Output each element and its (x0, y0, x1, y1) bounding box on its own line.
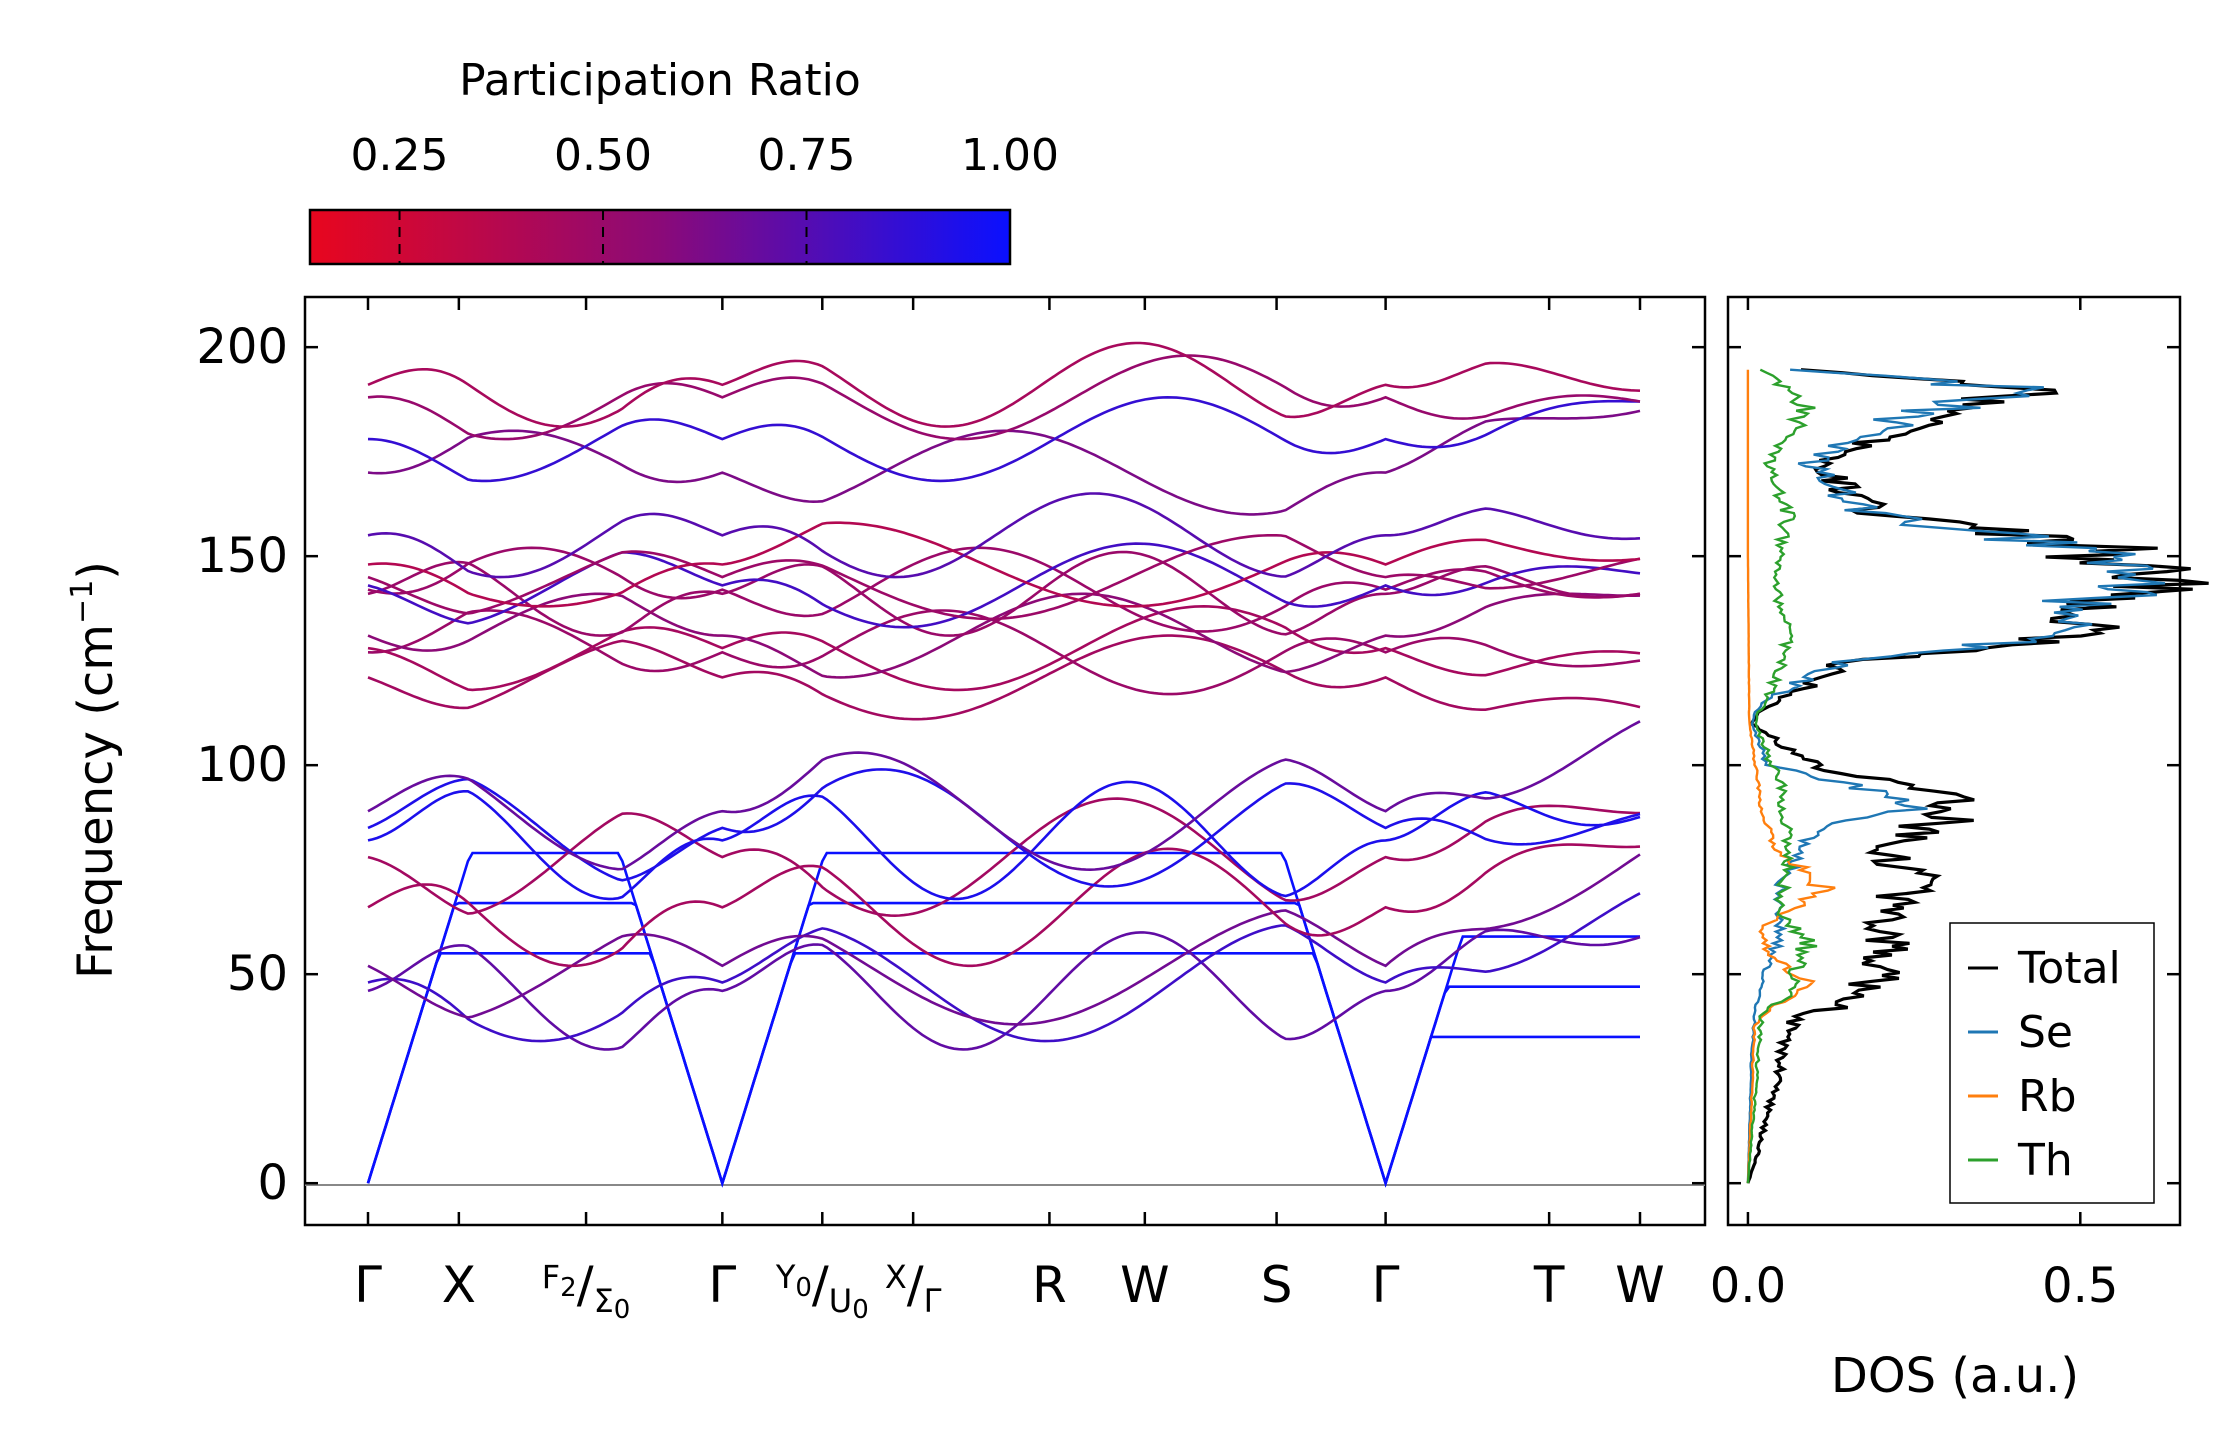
dos-series-se (1746, 368, 2166, 1184)
phonon-band (367, 634, 1641, 721)
k-tick-label: W (1120, 1256, 1169, 1314)
phonon-band (367, 843, 1641, 968)
k-tick-label: X/Γ (885, 1256, 942, 1320)
phonon-band (366, 851, 1640, 1188)
phonon-band (367, 550, 1641, 637)
legend-label: Th (2017, 1135, 2073, 1186)
phonon-band (367, 492, 1641, 579)
dos-series-total (1746, 368, 2209, 1184)
y-tick-label: 150 (196, 528, 288, 584)
x-axis-label-dos: DOS (a.u.) (1831, 1348, 2079, 1404)
phonon-band (367, 609, 1641, 696)
k-tick-label: R (1032, 1256, 1067, 1314)
y-axis-label: Frequency (cm−1) (65, 561, 124, 979)
dos-x-tick-label: 0.0 (1710, 1258, 1786, 1314)
k-tick-label: Y0/U0 (775, 1256, 869, 1325)
y-tick-label: 0 (257, 1155, 288, 1211)
legend-box (1949, 922, 2155, 1204)
dos-axes-frame (1726, 295, 2182, 1227)
y-tick-label: 50 (227, 946, 288, 1002)
colorbar-tick-label: 0.75 (758, 130, 856, 181)
phonon-band (367, 521, 1641, 608)
dos-series-rb (1746, 369, 1836, 1184)
colorbar-tick-label: 0.25 (351, 130, 449, 181)
phonon-band (367, 604, 1641, 692)
k-tick-label: Γ (1372, 1256, 1400, 1314)
y-tick-label: 100 (196, 737, 288, 793)
colorbar-tick-label: 0.50 (554, 130, 652, 181)
dos-panel: 0.0 0.5 DOS (a.u.) Total Se Rb Th (1710, 295, 2209, 1404)
legend: Total Se Rb Th (1949, 922, 2155, 1204)
phonon-band (367, 720, 1641, 872)
y-tick-label: 200 (196, 319, 288, 375)
band-axes-frame (303, 295, 1707, 1227)
phonon-band (367, 592, 1641, 679)
phonon-band (367, 395, 1641, 483)
phonon-band (367, 853, 1641, 1026)
phonon-band (367, 354, 1641, 441)
k-tick-label: T (1533, 1256, 1565, 1314)
phonon-band (367, 892, 1641, 1043)
colorbar-title: Participation Ratio (459, 55, 861, 106)
colorbar-gradient (308, 208, 1012, 266)
k-tick-label: Γ (708, 1256, 736, 1314)
phonon-band (366, 901, 1640, 1188)
dos-series-th (1746, 368, 1818, 1184)
k-tick-label: F2/Σ0 (542, 1256, 631, 1325)
colorbar: Participation Ratio 0.25 0.50 0.75 1.00 (308, 55, 1059, 266)
legend-label: Total (2017, 943, 2121, 994)
legend-label: Rb (2018, 1071, 2077, 1122)
phonon-band (367, 533, 1641, 621)
dos-x-tick-label: 0.5 (2042, 1258, 2118, 1314)
phonon-band (367, 768, 1641, 888)
phonon-band (367, 341, 1641, 428)
k-tick-label: S (1261, 1256, 1293, 1314)
phonon-band (367, 780, 1641, 901)
k-tick-label: Γ (354, 1256, 382, 1314)
colorbar-tick-label: 1.00 (961, 130, 1059, 181)
k-tick-label: X (442, 1256, 476, 1314)
phonon-band (367, 797, 1640, 918)
k-tick-label: W (1615, 1256, 1664, 1314)
legend-label: Se (2018, 1007, 2073, 1058)
phonon-band (367, 928, 1641, 1051)
